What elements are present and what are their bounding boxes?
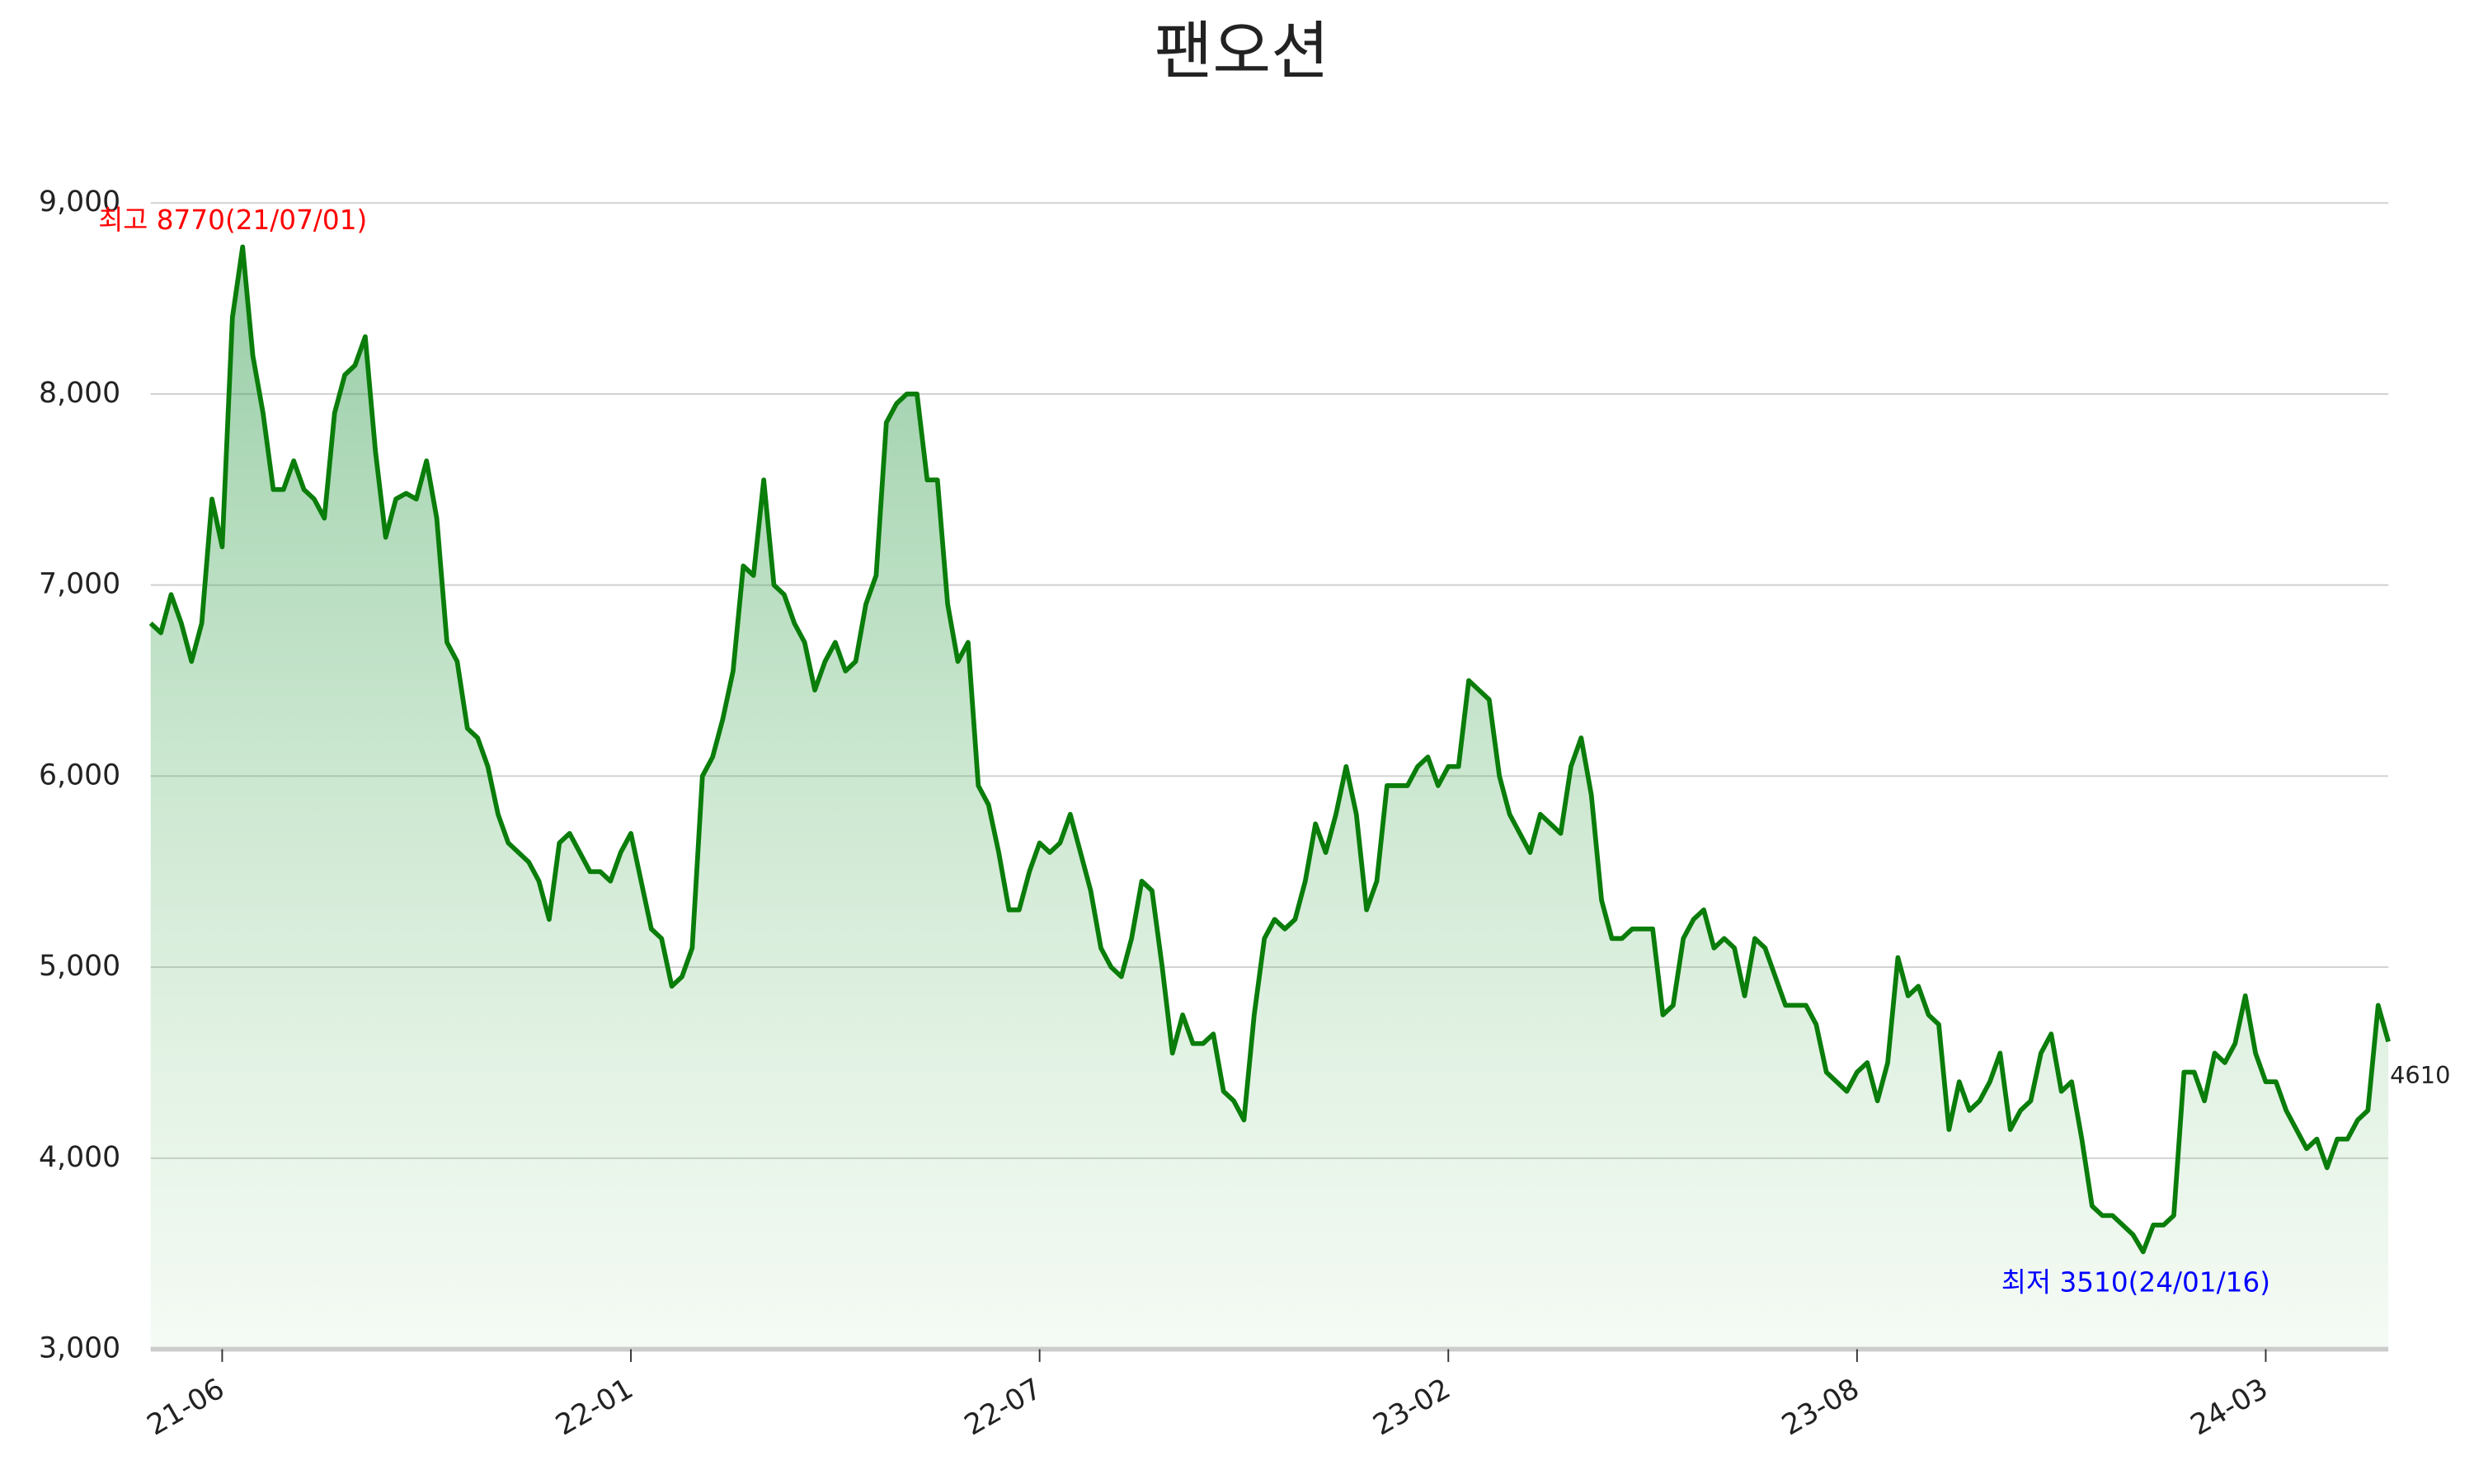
x-tick-label: 22-07 [959,1373,1047,1443]
high-annotation: 최고 8770(21/07/01) [98,204,367,236]
x-tick-label: 23-02 [1368,1373,1456,1443]
y-tick-label: 5,000 [39,950,120,983]
x-tick-label: 23-08 [1776,1373,1865,1443]
area-fill [150,247,2389,1350]
y-tick-label: 6,000 [39,758,120,791]
y-tick-label: 8,000 [39,377,120,410]
y-tick-label: 4,000 [39,1141,120,1174]
price-line [148,244,2391,1255]
low-annotation: 최저 3510(24/01/16) [2001,1267,2270,1298]
y-tick-label: 7,000 [39,568,120,601]
chart-title: 팬오션 [1155,15,1329,88]
last-value-label: 4610 [2390,1061,2450,1089]
x-tick-label: 21-06 [142,1373,230,1443]
y-tick-label: 9,000 [39,186,120,218]
x-tick-label: 22-01 [550,1373,638,1443]
x-tick-label: 24-03 [2185,1373,2274,1443]
y-tick-label: 3,000 [39,1332,120,1365]
